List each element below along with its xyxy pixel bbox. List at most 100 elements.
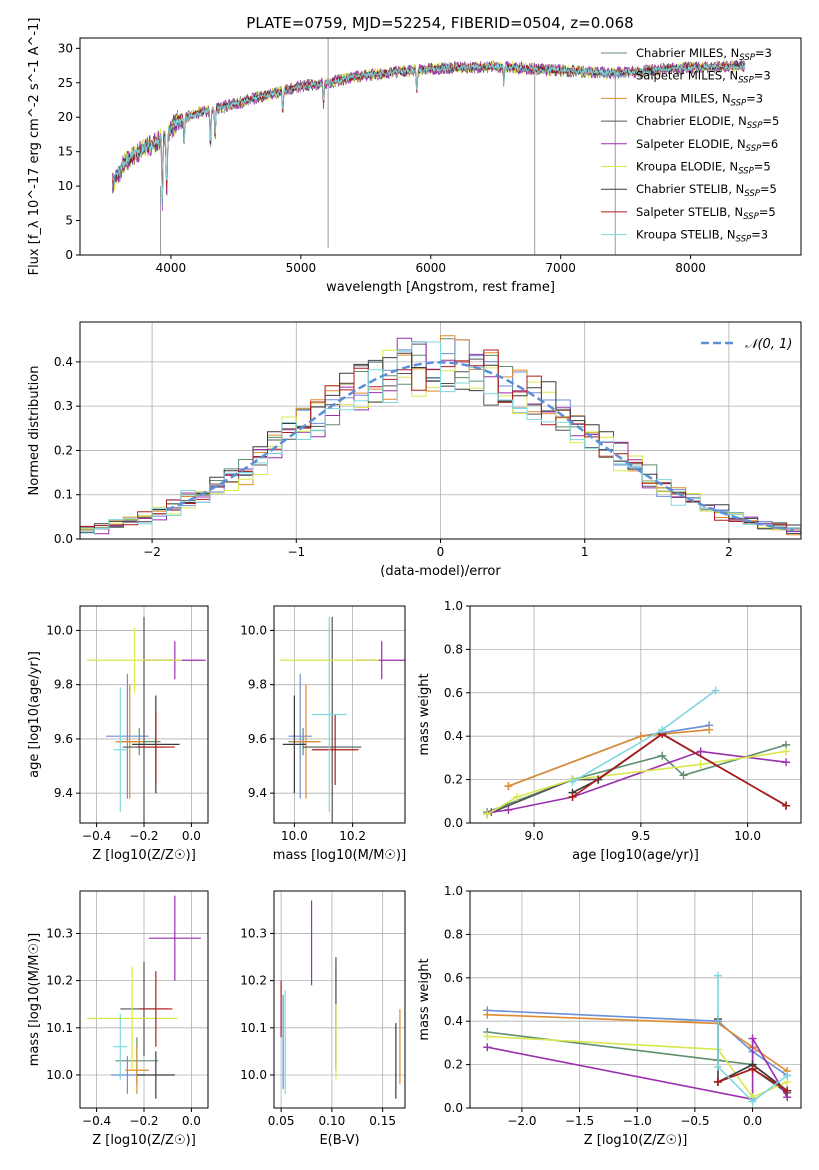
- series-line-salpeter_miles: [487, 1009, 788, 1077]
- series-line-salpeter_miles: [508, 724, 710, 787]
- y-tick-label: 0.2: [54, 443, 73, 457]
- x-tick-label: −0.2: [129, 1114, 158, 1128]
- panel-mass-vs-Z: −0.4 −0.2 0.0 10.0 10.1 10.2 10.3 Z [log10(Z/Z☉…: [27, 890, 209, 1148]
- legend-label: Kroupa ELODIE, NSSP=5: [636, 160, 771, 177]
- x-tick-label: −2.0: [507, 1114, 536, 1128]
- plot-area: [483, 971, 792, 1106]
- axes-frame: [273, 890, 406, 1109]
- x-tick-label: 10.2: [339, 829, 366, 843]
- series-marker-salpeter_stelib: [748, 1064, 757, 1073]
- y-tick-label: 9.6: [54, 732, 73, 746]
- series-marker-kroupa_stelib: [711, 686, 720, 695]
- y-tick-label: 20: [58, 110, 73, 124]
- x-axis-label: (data-model)/error: [380, 564, 501, 579]
- panel-residual-hist: −2 −1 0 1 2 0.0 0.1 0.2 0.3 0.4 (data-model)/error…: [27, 321, 802, 579]
- panel-spectrum: 4000 5000 6000 7000 8000 0 5 10 15 20 25 30 waveleng…: [27, 18, 802, 295]
- x-tick-label: −0.2: [129, 829, 158, 843]
- series-line-chabrier_miles: [486, 744, 787, 813]
- y-tick-label: 9.6: [248, 732, 267, 746]
- y-tick-label: 10.2: [240, 974, 267, 988]
- series-marker-kroupa_stelib: [783, 1071, 792, 1080]
- x-tick-label: 0.15: [369, 1114, 396, 1128]
- series-line-kroupa_miles: [508, 728, 710, 787]
- legend-label: Kroupa STELIB, NSSP=3: [636, 228, 768, 245]
- x-tick-label: −1: [287, 545, 305, 559]
- axes-frame: [469, 605, 802, 824]
- legend: Chabrier MILES, NSSP=3 Salpeter MILES, NS…: [601, 46, 779, 245]
- y-tick-label: 25: [58, 76, 73, 90]
- x-tick-label: −1.0: [623, 1114, 652, 1128]
- plot-area: [483, 686, 791, 819]
- series-marker-kroupa_miles: [483, 1010, 492, 1019]
- spectrum-line-chabrier_miles: [112, 62, 746, 203]
- series-marker-salpeter_elodie: [504, 805, 513, 814]
- legend-label: Chabrier MILES, NSSP=3: [636, 46, 772, 63]
- y-axis-label: Flux [f_λ 10^-17 erg cm^-2 s^-1 A^-1]: [27, 18, 42, 276]
- y-tick-label: 0.8: [444, 642, 463, 656]
- series-marker-kroupa_stelib: [748, 1097, 757, 1106]
- y-axis-label: mass weight: [417, 958, 432, 1040]
- panel-massweight-vs-age: 9.0 9.5 10.0 0.0 0.2 0.4 0.6 0.8 1.0 age [log10(a…: [417, 599, 802, 863]
- y-tick-label: 0.4: [444, 729, 463, 743]
- x-axis-label: E(B-V): [319, 1133, 359, 1148]
- y-tick-label: 10.1: [240, 1021, 267, 1035]
- legend-label: Salpeter ELODIE, NSSP=6: [636, 137, 778, 154]
- y-tick-label: 0.1: [54, 488, 73, 502]
- series-marker-salpeter_elodie: [483, 1043, 492, 1052]
- x-axis-label: Z [log10(Z/Z☉)]: [92, 848, 196, 863]
- y-tick-label: 0.0: [444, 1101, 463, 1115]
- y-tick-label: 10.2: [46, 974, 73, 988]
- series-marker-salpeter_elodie: [782, 758, 791, 767]
- plot-area: [280, 900, 401, 1099]
- series-marker-kroupa_miles: [504, 782, 513, 791]
- plot-area: [87, 895, 201, 1099]
- hist-step-kroupa_stelib: [80, 341, 801, 536]
- y-tick-label: 10.0: [240, 623, 267, 637]
- figure-title: PLATE=0759, MJD=52254, FIBERID=0504, z=0…: [246, 14, 633, 32]
- x-tick-label: 4000: [156, 261, 187, 275]
- x-tick-label: 10.0: [734, 829, 761, 843]
- series-line-salpeter_stelib: [572, 733, 787, 807]
- series-marker-kroupa_elodie: [483, 1032, 492, 1041]
- plot-area: [112, 38, 746, 255]
- series-marker-kroupa_miles: [636, 732, 645, 741]
- legend-label: 𝒩(0, 1): [745, 337, 792, 352]
- series-marker-chabrier_miles: [679, 771, 688, 780]
- y-tick-label: 1.0: [444, 884, 463, 898]
- y-axis-label: age [log10(age/yr)]: [27, 651, 42, 778]
- series-marker-kroupa_stelib: [658, 725, 667, 734]
- y-tick-label: 0.3: [54, 399, 73, 413]
- y-axis-label: Normed distribution: [27, 366, 42, 496]
- legend-label: Salpeter MILES, NSSP=3: [636, 69, 771, 86]
- axes-frame: [469, 890, 802, 1109]
- y-tick-label: 10.0: [46, 1068, 73, 1082]
- plot-area: [80, 335, 801, 538]
- series-marker-salpeter_stelib: [713, 1077, 722, 1086]
- plot-area: [279, 616, 405, 823]
- x-axis-label: age [log10(age/yr)]: [572, 848, 699, 863]
- x-tick-label: 5000: [286, 261, 317, 275]
- x-tick-label: −0.4: [82, 829, 111, 843]
- normal-reference-curve: [166, 361, 794, 532]
- x-tick-label: 6000: [415, 261, 446, 275]
- series-line-kroupa_miles: [487, 1013, 788, 1072]
- legend-label: Chabrier ELODIE, NSSP=5: [636, 114, 779, 131]
- y-tick-label: 0.8: [444, 927, 463, 941]
- y-tick-label: 0.2: [444, 1058, 463, 1072]
- x-tick-label: −0.5: [680, 1114, 709, 1128]
- axes-frame: [273, 605, 406, 824]
- x-tick-label: −2: [143, 545, 161, 559]
- x-tick-label: 0.10: [319, 1114, 346, 1128]
- y-tick-label: 0: [65, 248, 73, 262]
- legend-label: Salpeter STELIB, NSSP=5: [636, 205, 776, 222]
- y-tick-label: 9.8: [248, 678, 267, 692]
- series-marker-kroupa_elodie: [483, 810, 492, 819]
- series-marker-salpeter_elodie: [696, 747, 705, 756]
- x-tick-label: 7000: [545, 261, 576, 275]
- x-tick-label: −1.5: [565, 1114, 594, 1128]
- y-tick-label: 10.0: [240, 1068, 267, 1082]
- y-tick-label: 0.6: [444, 686, 463, 700]
- y-tick-label: 10: [58, 179, 73, 193]
- x-tick-label: 10.0: [281, 829, 308, 843]
- x-tick-label: −0.4: [82, 1114, 111, 1128]
